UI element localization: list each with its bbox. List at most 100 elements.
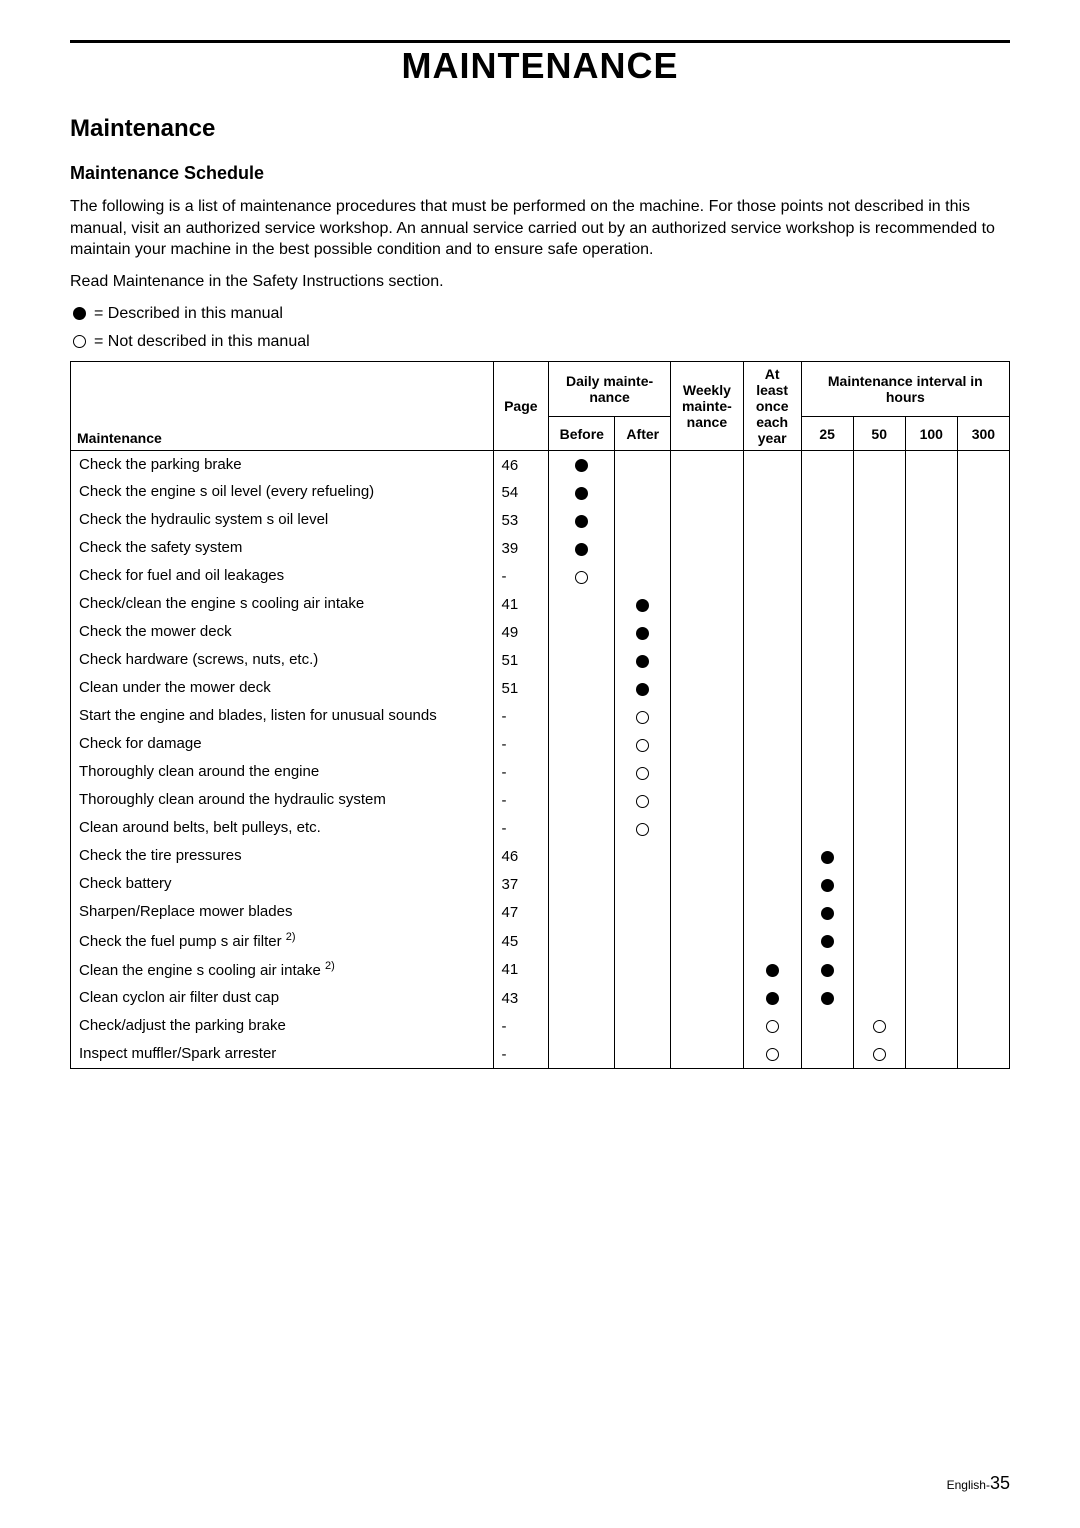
before-cell <box>549 1012 615 1040</box>
after-cell <box>615 591 671 619</box>
page-cell: 51 <box>493 647 549 675</box>
weekly-cell <box>671 871 744 899</box>
task-cell: Start the engine and blades, listen for … <box>71 703 494 731</box>
filled-circle-icon <box>821 992 834 1005</box>
task-cell: Thoroughly clean around the hydraulic sy… <box>71 787 494 815</box>
hollow-circle-icon <box>636 823 649 836</box>
h300-cell <box>957 647 1009 675</box>
after-cell <box>615 815 671 843</box>
task-cell: Sharpen/Replace mower blades <box>71 899 494 927</box>
year-cell <box>743 675 801 703</box>
h100-cell <box>905 703 957 731</box>
h100-cell <box>905 535 957 563</box>
table-row: Check the hydraulic system s oil level53 <box>71 507 1010 535</box>
filled-circle-icon <box>575 487 588 500</box>
h300-cell <box>957 956 1009 985</box>
table-row: Check the safety system39 <box>71 535 1010 563</box>
task-cell: Check battery <box>71 871 494 899</box>
before-cell <box>549 843 615 871</box>
h50-cell <box>853 815 905 843</box>
h25-cell <box>801 927 853 956</box>
table-row: Start the engine and blades, listen for … <box>71 703 1010 731</box>
th-atleast: At least once each year <box>743 361 801 450</box>
h300-cell <box>957 591 1009 619</box>
after-cell <box>615 787 671 815</box>
after-cell <box>615 647 671 675</box>
page-cell: 43 <box>493 984 549 1012</box>
h25-cell <box>801 759 853 787</box>
h25-cell <box>801 535 853 563</box>
before-cell <box>549 647 615 675</box>
legend-hollow-text: = Not described in this manual <box>94 333 310 351</box>
year-cell <box>743 843 801 871</box>
h50-cell <box>853 759 905 787</box>
h25-cell <box>801 1012 853 1040</box>
task-cell: Check/adjust the parking brake <box>71 1012 494 1040</box>
table-row: Thoroughly clean around the hydraulic sy… <box>71 787 1010 815</box>
year-cell <box>743 956 801 985</box>
h50-cell <box>853 1012 905 1040</box>
h300-cell <box>957 787 1009 815</box>
page-cell: 51 <box>493 675 549 703</box>
task-cell: Check the safety system <box>71 535 494 563</box>
before-cell <box>549 619 615 647</box>
h100-cell <box>905 479 957 507</box>
task-cell: Clean cyclon air filter dust cap <box>71 984 494 1012</box>
hollow-circle-icon <box>873 1020 886 1033</box>
year-cell <box>743 1040 801 1068</box>
after-cell <box>615 1040 671 1068</box>
before-cell <box>549 899 615 927</box>
weekly-cell <box>671 535 744 563</box>
before-cell <box>549 507 615 535</box>
weekly-cell <box>671 451 744 479</box>
read-instructions-line: Read Maintenance in the Safety Instructi… <box>70 273 1010 291</box>
page-cell: 46 <box>493 843 549 871</box>
page-cell: - <box>493 815 549 843</box>
page-cell: - <box>493 787 549 815</box>
year-cell <box>743 899 801 927</box>
weekly-cell <box>671 956 744 985</box>
th-50: 50 <box>853 417 905 451</box>
year-cell <box>743 871 801 899</box>
legend-filled: = Described in this manual <box>70 305 1010 323</box>
filled-circle-icon <box>73 307 86 320</box>
h50-cell <box>853 479 905 507</box>
before-cell <box>549 815 615 843</box>
h300-cell <box>957 451 1009 479</box>
h25-cell <box>801 871 853 899</box>
h25-cell <box>801 1040 853 1068</box>
task-cell: Check the tire pressures <box>71 843 494 871</box>
weekly-cell <box>671 787 744 815</box>
year-cell <box>743 815 801 843</box>
h25-cell <box>801 647 853 675</box>
h100-cell <box>905 759 957 787</box>
th-weekly: Weekly mainte- nance <box>671 361 744 450</box>
after-cell <box>615 956 671 985</box>
before-cell <box>549 956 615 985</box>
h50-cell <box>853 451 905 479</box>
th-after: After <box>615 417 671 451</box>
filled-circle-icon <box>636 627 649 640</box>
weekly-cell <box>671 731 744 759</box>
filled-circle-icon <box>636 683 649 696</box>
before-cell <box>549 703 615 731</box>
before-cell <box>549 731 615 759</box>
filled-circle-icon <box>636 599 649 612</box>
page-cell: 49 <box>493 619 549 647</box>
page-footer: English-35 <box>947 1473 1010 1494</box>
hollow-circle-icon <box>766 1048 779 1061</box>
weekly-cell <box>671 591 744 619</box>
filled-circle-icon <box>821 879 834 892</box>
h100-cell <box>905 563 957 591</box>
before-cell <box>549 871 615 899</box>
filled-circle-icon <box>766 992 779 1005</box>
before-cell <box>549 591 615 619</box>
h100-cell <box>905 647 957 675</box>
h25-cell <box>801 815 853 843</box>
table-row: Check the tire pressures46 <box>71 843 1010 871</box>
h300-cell <box>957 815 1009 843</box>
page-cell: 54 <box>493 479 549 507</box>
table-row: Check battery37 <box>71 871 1010 899</box>
after-cell <box>615 871 671 899</box>
hollow-circle-icon <box>873 1048 886 1061</box>
